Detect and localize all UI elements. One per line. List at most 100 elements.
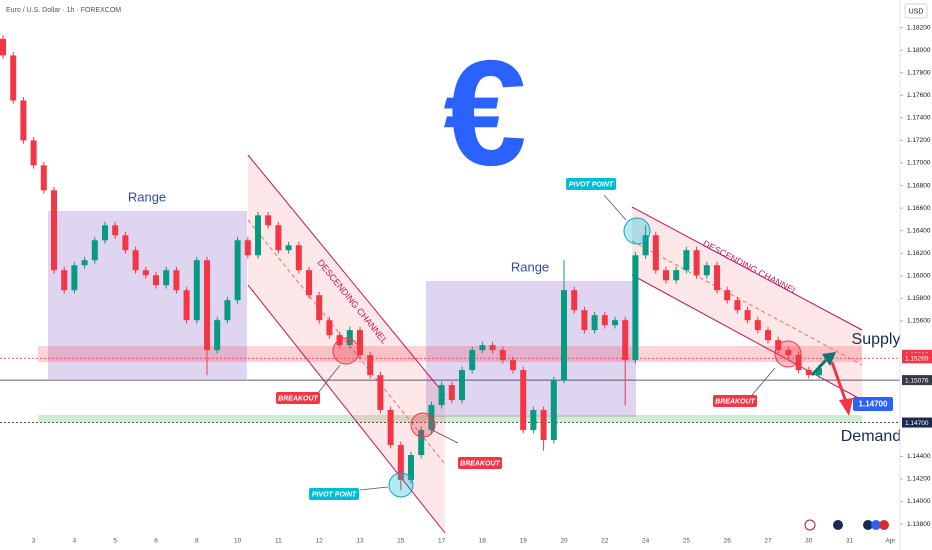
- price-tag-label: 1.15076: [905, 377, 929, 384]
- y-tick-label: 1.16000: [907, 273, 931, 280]
- candle-body: [346, 330, 353, 346]
- candle-body: [193, 260, 200, 321]
- y-tick-label: 1.15600: [907, 318, 931, 325]
- candle-body: [724, 290, 731, 301]
- channel-mid: [631, 240, 863, 366]
- candle-body: [591, 315, 598, 331]
- y-tick-label: 1.17800: [907, 69, 931, 76]
- currency-label: USD: [909, 8, 924, 15]
- candle-body: [71, 265, 78, 291]
- demand-label: Demand: [841, 428, 901, 445]
- icon: [863, 520, 873, 530]
- x-tick-label: 20: [560, 538, 568, 545]
- leader-line: [317, 364, 341, 394]
- icon: [871, 520, 881, 530]
- candle-body: [153, 275, 159, 286]
- icon: [833, 520, 843, 530]
- icon: [879, 520, 889, 530]
- candle-body: [673, 270, 680, 281]
- y-tick-label: 1.17000: [907, 160, 931, 167]
- supply-label: Supply: [852, 331, 901, 348]
- price-tag: [902, 417, 932, 428]
- marker-circle: [774, 340, 802, 368]
- channel-line: [631, 206, 863, 331]
- x-tick-label: 10: [234, 538, 242, 545]
- candle-body: [214, 320, 221, 351]
- candle-body: [142, 270, 149, 276]
- candle-body: [418, 429, 425, 456]
- candle-body: [520, 370, 527, 430]
- y-tick-label: 1.17600: [907, 92, 931, 99]
- marker-circle: [410, 412, 436, 438]
- label-box: [458, 457, 502, 469]
- candle-body: [510, 360, 516, 371]
- candle-body: [428, 405, 435, 430]
- candle-body: [112, 225, 119, 236]
- candle-body: [275, 225, 282, 251]
- y-tick-label: 1.14400: [907, 453, 931, 460]
- channel-line: [247, 154, 446, 396]
- candle-body: [642, 235, 649, 256]
- x-tick-label: 18: [479, 538, 487, 545]
- candle-body: [234, 240, 241, 301]
- candle-body: [102, 225, 108, 241]
- candle-body: [540, 410, 547, 441]
- arrow-head: [822, 352, 836, 366]
- candle-body: [581, 310, 588, 331]
- currency-box: [904, 3, 928, 19]
- candle-body: [51, 190, 57, 271]
- breakout-label: BREAKOUT: [715, 398, 755, 405]
- candle-body: [816, 368, 822, 376]
- candle-body: [612, 320, 618, 326]
- breakout-label: BREAKOUT: [278, 395, 318, 402]
- candle-body: [10, 55, 17, 101]
- channel-mid: [247, 219, 446, 465]
- y-tick-label: 1.15800: [907, 295, 931, 302]
- x-tick-label: 19: [520, 538, 528, 545]
- price-tag-label: 1.14700: [905, 420, 929, 427]
- candle-body: [295, 245, 302, 271]
- pivot-label: PIVOT POINT: [569, 181, 614, 188]
- x-tick-label: 17: [438, 538, 446, 545]
- y-tick-label: 1.16200: [907, 250, 931, 257]
- range-label: Range: [511, 259, 549, 274]
- candle-body: [265, 215, 272, 226]
- candle-body: [785, 350, 792, 356]
- arrow-head: [839, 398, 853, 416]
- candle-body: [122, 235, 129, 251]
- channel-line: [247, 284, 446, 534]
- candle-body: [408, 455, 414, 480]
- y-tick-label: 1.18000: [907, 47, 931, 54]
- candle-body: [224, 300, 231, 321]
- pivot-label: PIVOT POINT: [312, 491, 357, 498]
- y-tick-label: 1.17400: [907, 115, 931, 122]
- candle-body: [459, 370, 465, 401]
- candle-body: [765, 330, 771, 341]
- candle-body: [132, 250, 139, 271]
- label-box: [276, 392, 320, 404]
- y-tick-label: 1.18200: [907, 24, 931, 31]
- candle-body: [571, 290, 578, 311]
- candle-body: [622, 320, 629, 361]
- candle-body: [91, 240, 98, 261]
- arrow: [830, 361, 848, 403]
- candle-body: [326, 320, 333, 336]
- candle-body: [173, 270, 180, 291]
- leader-line: [431, 429, 459, 444]
- candle-body: [744, 310, 751, 321]
- target-label: 1.14700: [859, 400, 888, 409]
- candle-body: [561, 290, 567, 381]
- candle-body: [632, 255, 639, 361]
- x-tick-label: 15: [397, 538, 405, 545]
- candle-body: [795, 355, 802, 371]
- candle-body: [244, 240, 251, 256]
- candle-body: [285, 245, 292, 251]
- marker-circle: [332, 337, 360, 365]
- candle-body: [438, 385, 445, 406]
- y-tick-label: 1.13800: [907, 521, 931, 528]
- supply-zone: [38, 346, 862, 362]
- leader-line: [359, 486, 389, 491]
- header-title: Euro / U.S. Dollar · 1h · FOREXCOM: [6, 7, 121, 14]
- arrow: [810, 358, 828, 377]
- label-box: [713, 395, 757, 407]
